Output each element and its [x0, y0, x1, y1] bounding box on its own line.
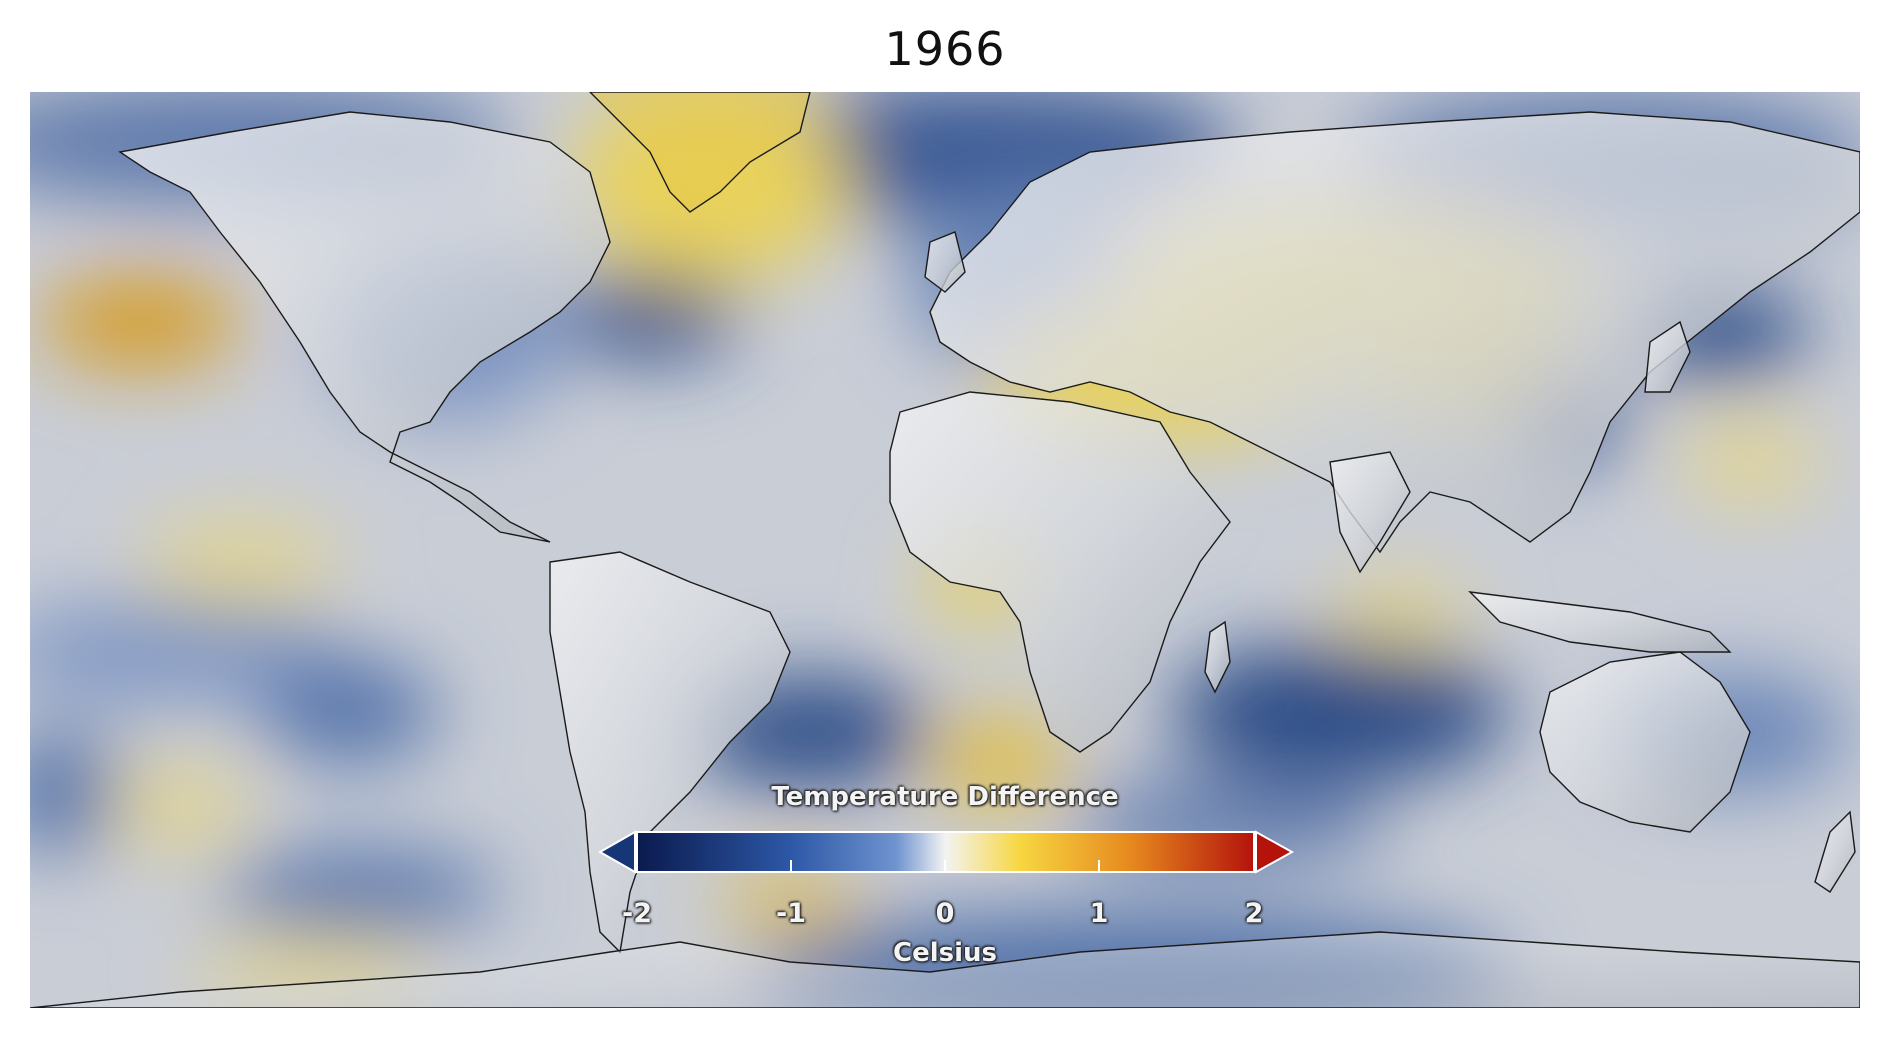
cool-anomaly: [30, 602, 350, 702]
antarctica: [30, 931, 1860, 1008]
legend-unit: Celsius: [893, 938, 997, 968]
colorbar-max-arrow: [1255, 830, 1295, 874]
temperature-anomaly-map: [30, 92, 1860, 1008]
legend-title: Temperature Difference: [771, 782, 1119, 812]
warm-anomaly: [1330, 577, 1470, 647]
new-zealand: [1814, 810, 1856, 893]
cool-anomaly: [30, 732, 120, 852]
indonesia: [1468, 591, 1732, 653]
madagascar: [1204, 620, 1231, 694]
colorbar: [597, 830, 1295, 874]
colorbar-min-arrow: [597, 830, 636, 874]
legend-tick-label: 1: [1089, 898, 1109, 929]
warm-anomaly: [40, 277, 240, 367]
continents: [30, 92, 1860, 1008]
legend-tick-label: -2: [622, 898, 652, 929]
warm-anomaly: [110, 767, 250, 847]
warm-anomaly: [720, 872, 860, 932]
warm-anomaly: [140, 522, 340, 602]
australia: [1539, 651, 1751, 833]
japan: [1644, 320, 1691, 393]
map-canvas: [30, 92, 1860, 1008]
cool-anomaly: [260, 662, 440, 762]
cool-anomaly: [1170, 642, 1510, 782]
greenland: [589, 92, 811, 213]
eurasia: [929, 111, 1860, 554]
warm-anomaly: [1680, 422, 1820, 502]
warm-anomaly: [930, 717, 1070, 807]
legend-tick-label: 2: [1244, 898, 1264, 929]
cool-anomaly: [220, 852, 500, 932]
north-america: [118, 111, 611, 543]
cool-anomaly: [560, 277, 740, 357]
legend-tick-label: -1: [776, 898, 806, 929]
british-isles: [924, 231, 966, 293]
india: [1329, 451, 1411, 574]
africa: [889, 391, 1231, 753]
map-title: 1966: [884, 22, 1006, 76]
legend-tick-label: 0: [935, 898, 955, 929]
